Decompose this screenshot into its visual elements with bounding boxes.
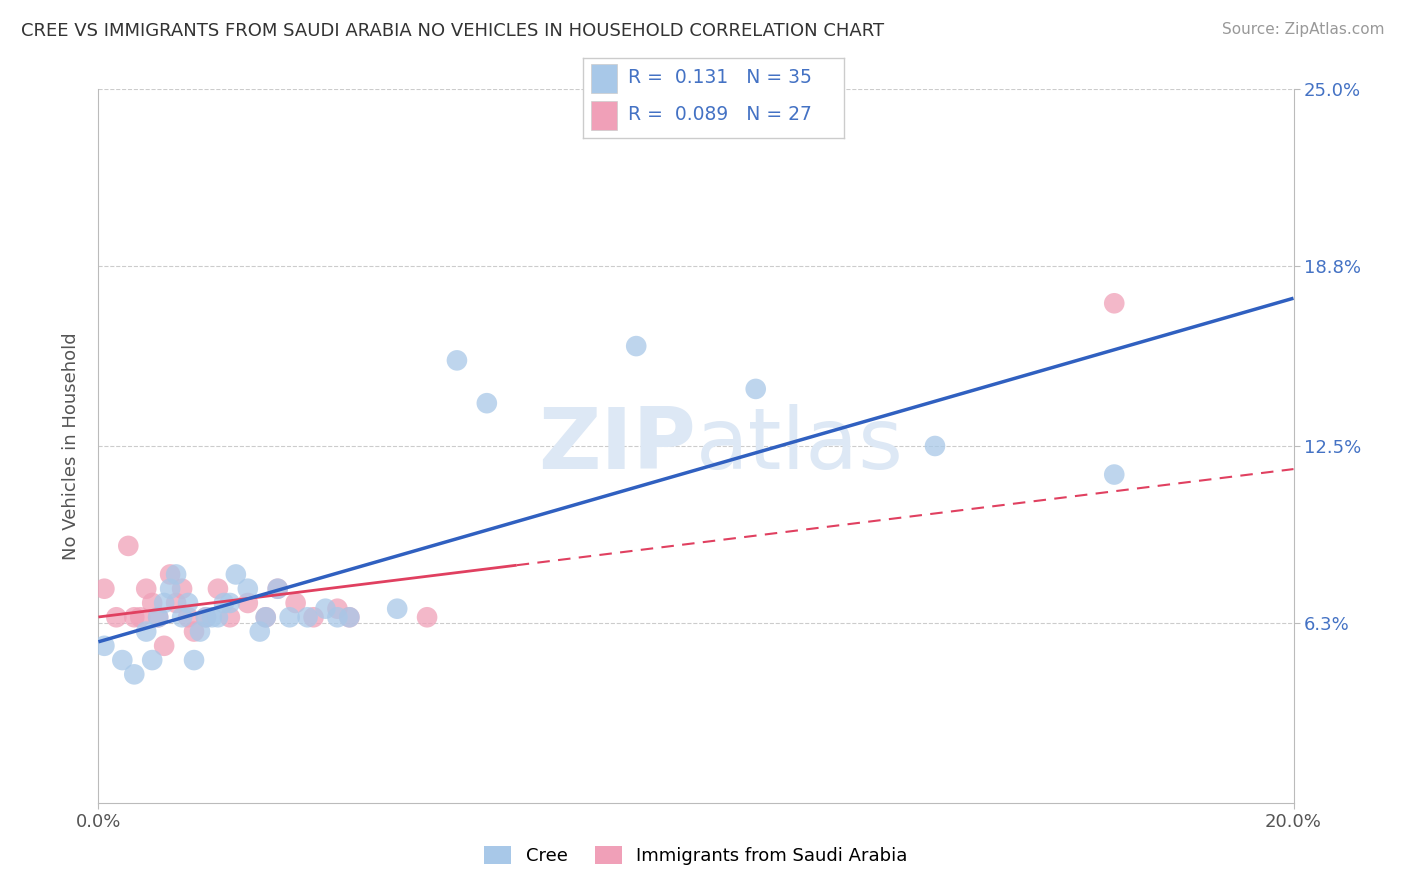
Point: [1104, 467, 1126, 482]
Point: [339, 610, 361, 624]
Point: [315, 601, 337, 615]
Point: [924, 439, 946, 453]
Point: [172, 582, 194, 596]
Point: [159, 567, 181, 582]
Point: [148, 610, 170, 624]
Point: [302, 610, 325, 624]
Point: [254, 610, 277, 624]
Point: [165, 596, 187, 610]
Point: [267, 582, 290, 596]
Y-axis label: No Vehicles in Household: No Vehicles in Household: [62, 332, 80, 560]
Point: [446, 353, 468, 368]
Point: [141, 653, 163, 667]
Point: [626, 339, 648, 353]
Point: [195, 610, 218, 624]
FancyBboxPatch shape: [592, 102, 617, 130]
Point: [188, 624, 211, 639]
Point: [93, 639, 115, 653]
Point: [207, 610, 229, 624]
Point: [475, 396, 498, 410]
Point: [212, 596, 235, 610]
Point: [135, 624, 157, 639]
Point: [745, 382, 768, 396]
Point: [278, 610, 301, 624]
Point: [135, 582, 157, 596]
Point: [165, 567, 187, 582]
Point: [177, 610, 200, 624]
Point: [326, 610, 349, 624]
Point: [153, 596, 176, 610]
Text: ZIP: ZIP: [538, 404, 696, 488]
Legend: Cree, Immigrants from Saudi Arabia: Cree, Immigrants from Saudi Arabia: [484, 846, 908, 865]
Point: [195, 610, 218, 624]
Text: atlas: atlas: [696, 404, 904, 488]
Point: [159, 582, 181, 596]
Point: [267, 582, 290, 596]
Point: [183, 653, 205, 667]
Point: [177, 596, 200, 610]
Point: [326, 601, 349, 615]
Point: [172, 610, 194, 624]
Point: [105, 610, 128, 624]
Text: R =  0.131   N = 35: R = 0.131 N = 35: [627, 68, 811, 87]
Point: [129, 610, 152, 624]
Point: [124, 610, 146, 624]
Point: [148, 610, 170, 624]
Point: [1104, 296, 1126, 310]
Point: [207, 582, 229, 596]
Point: [236, 582, 259, 596]
Point: [201, 610, 224, 624]
Point: [153, 639, 176, 653]
Point: [141, 596, 163, 610]
Point: [254, 610, 277, 624]
Point: [219, 596, 242, 610]
Text: Source: ZipAtlas.com: Source: ZipAtlas.com: [1222, 22, 1385, 37]
Text: R =  0.089   N = 27: R = 0.089 N = 27: [627, 105, 811, 125]
Point: [339, 610, 361, 624]
Point: [284, 596, 307, 610]
Point: [385, 601, 409, 615]
Point: [249, 624, 271, 639]
Point: [183, 624, 205, 639]
Text: CREE VS IMMIGRANTS FROM SAUDI ARABIA NO VEHICLES IN HOUSEHOLD CORRELATION CHART: CREE VS IMMIGRANTS FROM SAUDI ARABIA NO …: [21, 22, 884, 40]
Point: [111, 653, 134, 667]
Point: [416, 610, 439, 624]
FancyBboxPatch shape: [592, 63, 617, 93]
Point: [124, 667, 146, 681]
Point: [297, 610, 319, 624]
Point: [225, 567, 247, 582]
Point: [117, 539, 139, 553]
Point: [236, 596, 259, 610]
Point: [219, 610, 242, 624]
Point: [93, 582, 115, 596]
